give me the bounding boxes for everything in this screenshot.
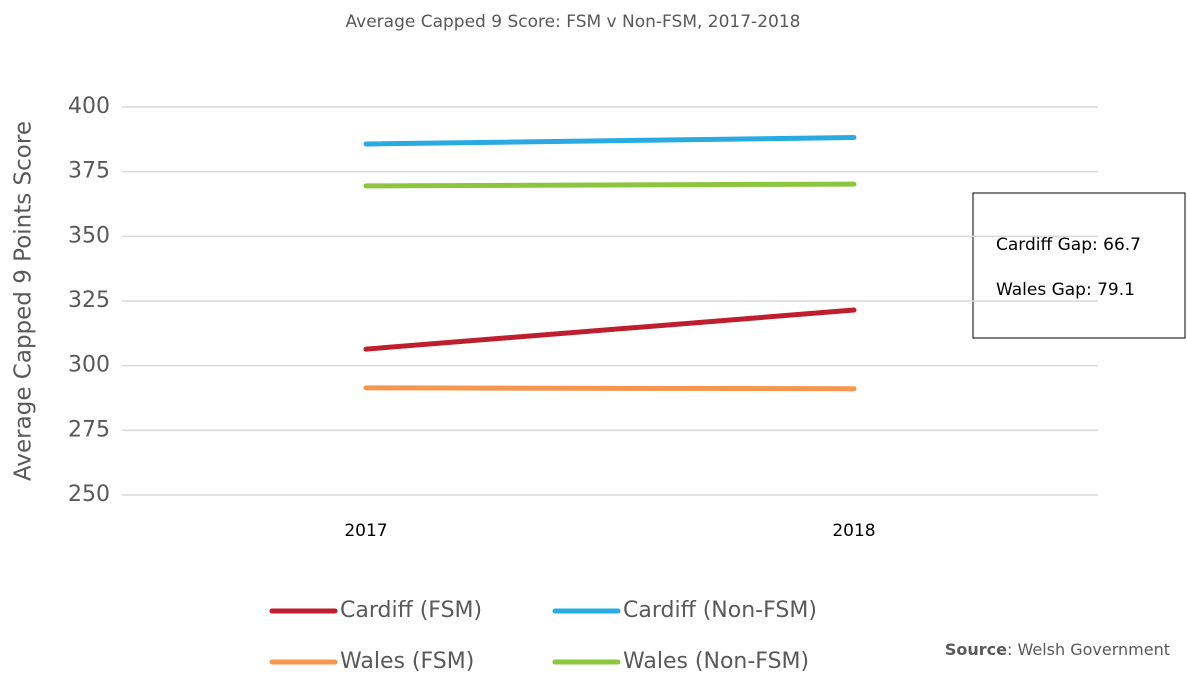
y-tick-label: 350 [68, 223, 110, 248]
y-tick-label: 275 [68, 417, 110, 442]
legend-label: Cardiff (Non-FSM) [623, 598, 817, 623]
series-line [363, 135, 857, 147]
annotation-box [972, 192, 1186, 339]
series-line [363, 307, 857, 352]
series-line [363, 385, 857, 392]
y-tick-label: 375 [68, 159, 110, 184]
y-tick-label: 300 [68, 353, 110, 378]
legend-label: Cardiff (FSM) [340, 598, 482, 623]
y-tick-label: 250 [68, 482, 110, 507]
source-text: : Welsh Government [1007, 640, 1170, 659]
legend-label: Wales (FSM) [340, 649, 474, 674]
x-tick-label: 2018 [832, 521, 875, 541]
source: Source: Welsh Government [945, 640, 1170, 659]
series-line [363, 181, 857, 189]
x-tick-label: 2017 [344, 521, 387, 541]
annotation: Cardiff Gap: 66.7 [996, 235, 1141, 255]
y-tick-label: 325 [68, 288, 110, 313]
legend-label: Wales (Non-FSM) [623, 649, 809, 674]
annotation: Wales Gap: 79.1 [996, 280, 1135, 300]
y-tick-label: 400 [68, 94, 110, 119]
source-label: Source [945, 640, 1007, 659]
y-axis-label: Average Capped 9 Points Score [11, 121, 37, 481]
chart-title: Average Capped 9 Score: FSM v Non-FSM, 2… [346, 12, 801, 32]
